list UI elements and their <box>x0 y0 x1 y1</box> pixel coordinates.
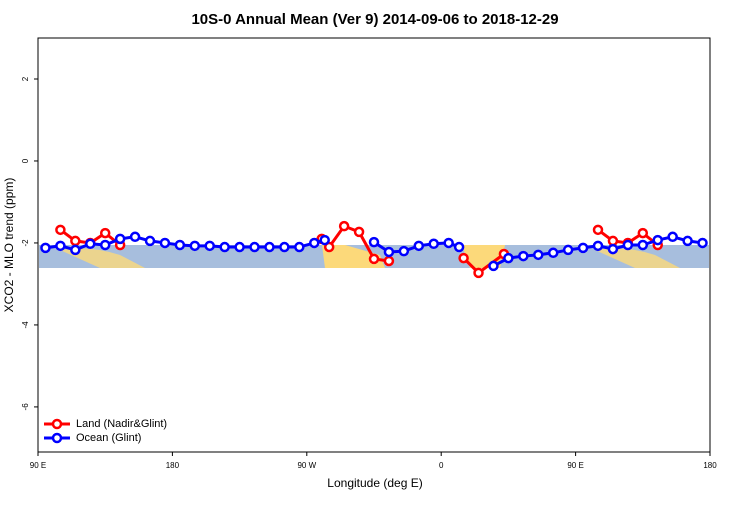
land-patch <box>322 245 385 268</box>
point <box>697 237 708 249</box>
point <box>204 240 215 252</box>
point <box>55 224 66 236</box>
y-axis-label: XCO2 - MLO trend (ppm) <box>2 178 16 313</box>
point <box>652 234 663 246</box>
point <box>319 234 330 246</box>
point <box>413 240 425 252</box>
point <box>189 240 201 252</box>
point <box>592 240 604 252</box>
land-patch <box>60 248 145 268</box>
point <box>622 239 634 251</box>
point <box>443 237 454 249</box>
point <box>114 233 126 245</box>
legend-label: Ocean (Glint) <box>76 432 141 444</box>
point <box>577 242 589 254</box>
y-tick-label: -4 <box>21 321 30 329</box>
point <box>453 241 465 253</box>
point <box>279 241 290 253</box>
point <box>682 235 693 247</box>
point <box>174 239 186 251</box>
point <box>99 227 111 239</box>
point <box>667 231 678 243</box>
point <box>458 252 469 264</box>
point <box>249 241 260 253</box>
y-tick-label: 2 <box>21 76 30 81</box>
x-tick-label: 90 E <box>30 461 46 470</box>
land-patch <box>595 248 680 268</box>
point <box>637 227 649 239</box>
y-tick-label: 0 <box>21 158 30 163</box>
plot-frame <box>37 37 711 453</box>
x-tick-label: 0 <box>439 461 444 470</box>
point <box>488 260 499 272</box>
point <box>368 253 380 265</box>
point <box>503 252 514 264</box>
point <box>338 220 350 232</box>
point <box>383 255 395 267</box>
point <box>383 246 395 258</box>
point <box>70 235 81 247</box>
point <box>592 224 604 236</box>
x-tick-label: 180 <box>703 461 717 470</box>
point <box>562 244 574 256</box>
point <box>144 235 156 247</box>
point <box>368 236 380 248</box>
point <box>40 242 51 254</box>
point <box>473 267 484 279</box>
point <box>607 235 619 247</box>
point <box>99 239 111 251</box>
point <box>85 238 96 250</box>
legend-marker <box>51 432 63 444</box>
point <box>518 250 529 262</box>
y-tick-label: -6 <box>21 403 30 411</box>
point <box>219 241 230 253</box>
point <box>264 241 275 253</box>
point <box>637 239 649 251</box>
point <box>547 247 559 259</box>
x-axis-label: Longitude (deg E) <box>327 476 422 490</box>
point <box>294 241 305 253</box>
legend-label: Land (Nadir&Glint) <box>76 418 167 430</box>
x-tick-label: 90 W <box>297 461 316 470</box>
y-tick-label: -2 <box>21 239 30 247</box>
point <box>398 245 410 257</box>
point <box>428 238 439 250</box>
point <box>607 243 619 255</box>
point <box>55 240 66 252</box>
point <box>129 231 141 243</box>
chart-title: 10S-0 Annual Mean (Ver 9) 2014-09-06 to … <box>191 11 558 28</box>
point <box>234 241 245 253</box>
point <box>353 226 365 238</box>
point <box>323 241 335 253</box>
x-tick-label: 90 E <box>567 461 583 470</box>
point <box>159 237 171 249</box>
legend-marker <box>51 418 63 430</box>
point <box>70 244 81 256</box>
point <box>309 237 320 249</box>
x-tick-label: 180 <box>166 461 180 470</box>
point <box>533 249 544 261</box>
